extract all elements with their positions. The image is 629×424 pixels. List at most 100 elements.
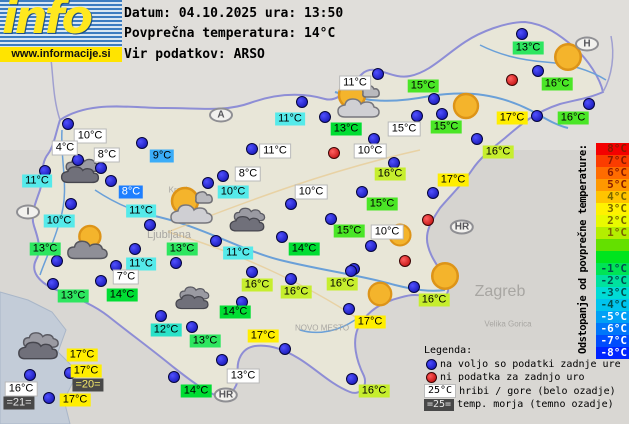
site-logo[interactable]: info www.informacije.si [0,0,122,62]
station-dot-blue [343,303,355,315]
station-temp-chip: 16°C [374,167,406,181]
city-label: Ljubljana [146,229,192,241]
legend: Legenda: na voljo so podatki zadnje ure … [424,344,621,412]
station-dot-blue [129,243,141,255]
scale-block [596,239,629,251]
temperature-scale: 8°C 7°C 6°C 5°C 4°C 3°C 2°C 1°C -1°C -2°C -3°C -4°C… [596,143,629,359]
legend-item-no-data-text: ni podatka za zadnjo uro [440,372,585,384]
legend-item-sea: =25= temp. morja (temno ozadje) [424,398,621,412]
station-temp-chip: 10°C [74,129,106,143]
logo-url[interactable]: www.informacije.si [0,47,122,62]
sun-icon [551,40,585,74]
station-temp-chip: 16°C [557,111,589,125]
scale-block: 3°C [596,203,629,215]
station-dot-blue [356,186,368,198]
cloud-icon [172,283,212,323]
city-label: Velika Gorica [484,319,532,329]
legend-item-mountains-text: hribi / gore (belo ozadje) [459,385,616,397]
station-dot-blue [583,98,595,110]
station-dot-blue [95,275,107,287]
station-dot-blue [168,371,180,383]
station-dot-blue [24,369,36,381]
station-temp-chip: 17°C [496,111,528,125]
station-dot-blue [285,198,297,210]
station-dot-blue [144,219,156,231]
station-temp-chip: 8°C [94,148,120,162]
station-dot-blue [345,265,357,277]
station-temp-chip: 17°C [437,173,469,187]
station-dot-blue [428,93,440,105]
station-dot-blue [531,110,543,122]
station-temp-chip: 16°C [5,382,37,396]
station-dot-red [422,214,434,226]
cloud-icon [226,204,268,246]
station-temp-chip: 14°C [180,384,212,398]
station-dot-blue [532,65,544,77]
scale-block: -8°C [596,347,629,359]
station-temp-chip: 15°C [388,122,420,136]
station-dot-blue [346,373,358,385]
station-temp-chip: 15°C [407,79,439,93]
header-avg-temp-line: Povprečna temperatura: 14°C [124,26,336,41]
scale-block: -3°C [596,287,629,299]
logo-text: info [2,0,93,44]
station-temp-chip: 16°C [326,277,358,291]
station-temp-chip: =21= [3,396,35,410]
station-dot-blue [43,392,55,404]
station-dot-red [399,255,411,267]
station-temp-chip: 17°C [70,364,102,378]
station-dot-red [506,74,518,86]
scale-block: 6°C [596,167,629,179]
station-dot-blue [372,68,384,80]
station-temp-chip: 10°C [371,225,403,239]
station-temp-chip: 11°C [260,144,290,158]
station-temp-chip: 8°C [235,167,261,181]
station-dot-blue [246,143,258,155]
station-dot-red [328,147,340,159]
station-temp-chip: 11°C [340,76,370,90]
station-temp-chip: =20= [72,378,104,392]
station-dot-blue [170,257,182,269]
country-code-h: H [575,36,599,52]
legend-title: Legenda: [424,345,473,357]
station-temp-chip: 15°C [366,197,398,211]
station-dot-blue [216,354,228,366]
station-dot-blue [276,231,288,243]
header-data-source-line: Vir podatkov: ARSO [124,47,265,62]
scale-title: Odstopanje od povprečne temperature: [577,144,589,354]
legend-item-available-text: na voljo so podatki zadnje ure [440,358,621,370]
station-dot-blue [427,187,439,199]
station-temp-chip: 13°C [512,41,544,55]
station-temp-chip: 14°C [288,242,320,256]
sun-icon [428,259,462,293]
white-chip-icon: 25°C [424,384,457,399]
station-dot-blue [436,108,448,120]
station-temp-chip: 13°C [227,369,259,383]
station-temp-chip: 11°C [22,174,52,188]
dark-chip-icon: =25= [424,398,455,411]
station-temp-chip: 13°C [166,242,198,256]
scale-block: 1°C [596,227,629,239]
station-temp-chip: 16°C [418,293,450,307]
station-temp-chip: 11°C [126,257,156,271]
station-temp-chip: 11°C [223,246,253,260]
scale-block: 2°C [596,215,629,227]
city-label: NOVO MESTO [294,323,350,333]
station-temp-chip: 16°C [280,285,312,299]
station-dot-blue [325,213,337,225]
red-dot-icon [426,372,437,384]
scale-block [596,251,629,263]
station-temp-chip: 7°C [113,270,139,284]
station-dot-blue [296,96,308,108]
station-dot-blue [408,281,420,293]
station-dot-blue [246,266,258,278]
station-dot-blue [47,278,59,290]
station-dot-blue [210,235,222,247]
station-dot-blue [471,133,483,145]
station-dot-blue [365,240,377,252]
station-dot-blue [217,170,229,182]
station-temp-chip: 14°C [219,305,251,319]
station-temp-chip: 10°C [354,144,386,158]
station-temp-chip: 13°C [57,289,89,303]
